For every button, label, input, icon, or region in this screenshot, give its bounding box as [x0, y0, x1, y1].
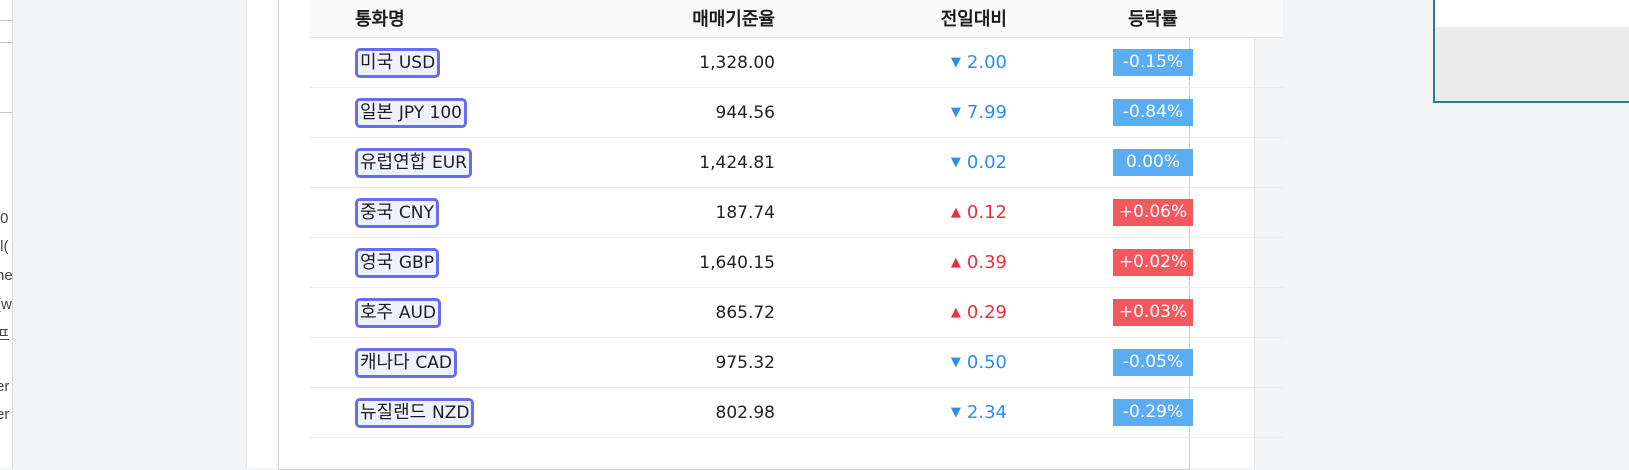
base-rate-value: 1,640.15	[585, 237, 777, 288]
background-window-partial	[1433, 0, 1629, 103]
change-rate-badge: +0.06%	[1113, 199, 1193, 226]
table-row: 유럽연합 EUR 1,424.81 ▼ 0.02 0.00%	[309, 137, 1283, 188]
triangle-down-icon: ▼	[950, 155, 961, 170]
base-rate-value: 1,328.00	[585, 37, 777, 88]
currency-code: EUR	[431, 152, 467, 173]
base-rate-value: 865.72	[585, 287, 777, 338]
window-text-fragment: .l(	[0, 238, 9, 255]
header-change: 전일대비	[777, 0, 1037, 38]
change-value: ▼ 7.99	[950, 102, 1007, 123]
currency-name: 영국	[360, 251, 394, 273]
window-text-fragment: 프	[0, 324, 10, 345]
currency-link[interactable]: 중국 CNY	[355, 197, 439, 228]
header-base-rate: 매매기준율	[585, 0, 777, 38]
triangle-up-icon: ▲	[950, 305, 961, 320]
triangle-down-icon: ▼	[950, 405, 961, 420]
change-rate-badge: -0.05%	[1113, 349, 1193, 376]
currency-link[interactable]: 캐나다 CAD	[355, 347, 458, 378]
background-window-edge: .0 .l( ne (w 프 er er	[0, 0, 13, 468]
window-text-fragment: (w	[0, 296, 12, 313]
currency-link[interactable]: 일본 JPY 100	[355, 97, 467, 128]
change-rate-badge: +0.03%	[1113, 299, 1193, 326]
change-rate-badge: 0.00%	[1113, 149, 1193, 176]
currency-code: JPY 100	[398, 102, 462, 123]
currency-name: 미국	[360, 51, 394, 73]
window-text-fragment: .0	[0, 210, 9, 227]
change-value: ▼ 2.00	[950, 52, 1007, 73]
change-value: ▲ 0.12	[950, 202, 1007, 223]
currency-code: GBP	[398, 252, 434, 273]
exchange-rate-card: 통화명 매매기준율 전일대비 등락률 미국 USD 1,328.00 ▼ 2.00 -0…	[278, 0, 1283, 470]
table-row: 중국 CNY 187.74 ▲ 0.12 +0.06%	[309, 187, 1283, 238]
currency-name: 뉴질랜드	[360, 401, 427, 423]
currency-name: 캐나다	[360, 351, 410, 373]
currency-code: AUD	[398, 302, 437, 323]
base-rate-value: 975.32	[585, 337, 777, 388]
table-row: 캐나다 CAD 975.32 ▼ 0.50 -0.05%	[309, 337, 1283, 388]
table-row: 미국 USD 1,328.00 ▼ 2.00 -0.15%	[309, 37, 1283, 88]
change-value: ▼ 0.50	[950, 352, 1007, 373]
header-currency: 통화명	[309, 0, 585, 38]
currency-code: CAD	[415, 352, 453, 373]
table-header-row: 통화명 매매기준율 전일대비 등락률	[309, 0, 1283, 38]
base-rate-value: 802.98	[585, 387, 777, 438]
currency-code: NZD	[431, 402, 470, 423]
change-rate-badge: -0.29%	[1113, 399, 1193, 426]
base-rate-value: 187.74	[585, 187, 777, 238]
exchange-rate-table: 통화명 매매기준율 전일대비 등락률 미국 USD 1,328.00 ▼ 2.00 -0…	[309, 0, 1283, 438]
currency-name: 유럽연합	[360, 151, 427, 173]
change-rate-badge: +0.02%	[1113, 249, 1193, 276]
window-text-fragment: ne	[0, 267, 13, 284]
page-content-column: 통화명 매매기준율 전일대비 등락률 미국 USD 1,328.00 ▼ 2.00 -0…	[246, 0, 1283, 470]
change-value: ▲ 0.29	[950, 302, 1007, 323]
currency-name: 중국	[360, 201, 394, 223]
currency-link[interactable]: 영국 GBP	[355, 247, 439, 278]
table-row: 호주 AUD 865.72 ▲ 0.29 +0.03%	[309, 287, 1283, 338]
triangle-up-icon: ▲	[950, 255, 961, 270]
change-value: ▼ 0.02	[950, 152, 1007, 173]
currency-link[interactable]: 뉴질랜드 NZD	[355, 397, 475, 428]
triangle-down-icon: ▼	[950, 55, 961, 70]
change-rate-badge: -0.15%	[1113, 49, 1193, 76]
table-row: 영국 GBP 1,640.15 ▲ 0.39 +0.02%	[309, 237, 1283, 288]
triangle-down-icon: ▼	[950, 105, 961, 120]
currency-link[interactable]: 호주 AUD	[355, 297, 442, 328]
currency-link[interactable]: 유럽연합 EUR	[355, 147, 472, 178]
table-row: 뉴질랜드 NZD 802.98 ▼ 2.34 -0.29%	[309, 387, 1283, 438]
triangle-up-icon: ▲	[950, 205, 961, 220]
change-rate-badge: -0.84%	[1113, 99, 1193, 126]
currency-name: 호주	[360, 301, 394, 323]
currency-link[interactable]: 미국 USD	[355, 47, 441, 78]
window-text-fragment: er	[0, 406, 10, 423]
triangle-down-icon: ▼	[950, 355, 961, 370]
currency-name: 일본	[360, 101, 394, 123]
change-value: ▲ 0.39	[950, 252, 1007, 273]
table-row: 일본 JPY 100 944.56 ▼ 7.99 -0.84%	[309, 87, 1283, 138]
change-value: ▼ 2.34	[950, 402, 1007, 423]
window-text-fragment: er	[0, 378, 10, 395]
header-change-rate: 등락률	[1037, 0, 1283, 38]
currency-code: CNY	[398, 202, 434, 223]
currency-code: USD	[398, 52, 436, 73]
base-rate-value: 1,424.81	[585, 137, 777, 188]
base-rate-value: 944.56	[585, 87, 777, 138]
